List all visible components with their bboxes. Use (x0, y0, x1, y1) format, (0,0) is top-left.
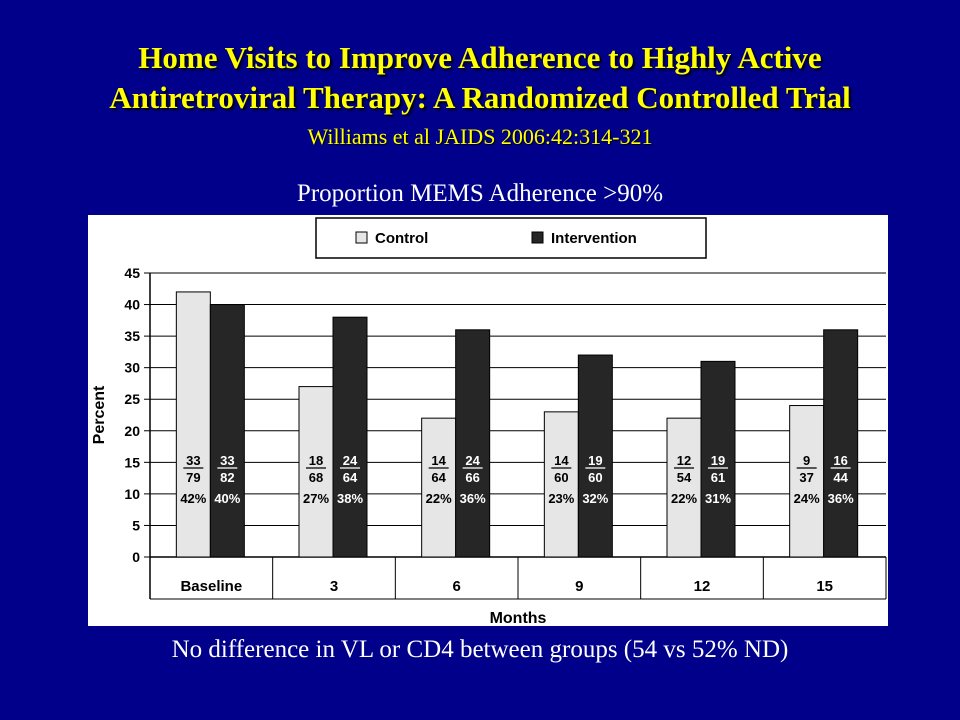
bar-total-label: 37 (799, 470, 813, 485)
bar-count-label: 19 (711, 453, 725, 468)
y-axis-title: Percent (91, 385, 108, 444)
bar-percent-label: 38% (337, 491, 363, 506)
bar-total-label: 79 (186, 470, 200, 485)
slide-title: Home Visits to Improve Adherence to High… (0, 38, 960, 118)
bar-percent-label: 42% (180, 491, 206, 506)
bar-count-label: 9 (803, 453, 810, 468)
bar-count-label: 14 (554, 453, 569, 468)
bar-percent-label: 27% (303, 491, 329, 506)
bar-total-label: 64 (343, 470, 358, 485)
control-bar (175, 291, 211, 558)
x-tick-label: 15 (816, 578, 833, 595)
bar-count-label: 33 (220, 453, 234, 468)
bar-total-label: 68 (309, 470, 323, 485)
x-tick-label: 12 (694, 578, 711, 595)
bar-percent-label: 32% (582, 491, 608, 506)
bar-total-label: 60 (588, 470, 602, 485)
bar-percent-label: 24% (794, 491, 820, 506)
x-tick-label: 9 (575, 578, 583, 595)
bar-percent-label: 22% (671, 491, 697, 506)
bar-percent-label: 36% (460, 491, 486, 506)
bar-count-label: 33 (186, 453, 200, 468)
bar-percent-label: 22% (426, 491, 452, 506)
bar-count-label: 24 (343, 453, 358, 468)
control-bar (789, 405, 825, 558)
control-bar (666, 417, 702, 558)
bar-total-label: 60 (554, 470, 568, 485)
footer-note: No difference in VL or CD4 between group… (171, 636, 789, 663)
bar-percent-label: 40% (214, 491, 240, 506)
bar-total-label: 54 (677, 470, 692, 485)
legend-swatch-intervention (531, 231, 544, 244)
y-tick-label: 30 (124, 360, 140, 376)
bar-count-label: 12 (677, 453, 691, 468)
slide-title-line-1: Home Visits to Improve Adherence to High… (138, 40, 822, 75)
chart-caption: Proportion MEMS Adherence >90% (296, 180, 664, 207)
intervention-bar (209, 304, 245, 558)
bar-total-label: 44 (833, 470, 848, 485)
bar-total-label: 61 (711, 470, 725, 485)
intervention-bar (700, 360, 736, 558)
y-tick-label: 10 (124, 486, 140, 502)
y-tick-label: 35 (124, 328, 140, 344)
legend-swatch-control (355, 231, 368, 244)
bar-percent-label: 31% (705, 491, 731, 506)
bar-chart: 051015202530354045Baseline337942%338240%… (91, 217, 887, 626)
bar-total-label: 64 (431, 470, 446, 485)
bar-count-label: 19 (588, 453, 602, 468)
chart-panel: 0 5 10 15 20 25 30 35 40 45 Baseline 33 79 42% 33 82 40%… (88, 215, 888, 626)
citation: Williams et al JAIDS 2006:42:314-321 (307, 124, 653, 149)
intervention-bar (332, 316, 368, 558)
bar-total-label: 82 (220, 470, 234, 485)
y-tick-label: 0 (132, 549, 140, 565)
legend-label-intervention: Intervention (551, 230, 637, 247)
y-tick-label: 40 (124, 297, 140, 313)
y-tick-label: 5 (132, 517, 140, 533)
slide-title-line-2: Antiretroviral Therapy: A Randomized Con… (109, 80, 851, 115)
x-axis-title: Months (490, 610, 547, 626)
y-tick-label: 25 (124, 391, 140, 407)
y-tick-label: 45 (124, 265, 140, 281)
control-bar (421, 417, 457, 558)
bar-percent-label: 36% (828, 491, 854, 506)
bar-count-label: 18 (309, 453, 323, 468)
y-tick-label: 20 (124, 423, 140, 439)
x-tick-label: 3 (330, 578, 338, 595)
x-tick-label: 6 (452, 578, 460, 595)
x-tick-label: Baseline (180, 578, 242, 595)
legend-box (315, 217, 707, 259)
y-tick-label: 15 (124, 454, 140, 470)
intervention-bar (455, 329, 491, 558)
bar-count-label: 24 (465, 453, 480, 468)
bar-total-label: 66 (465, 470, 479, 485)
legend-label-control: Control (375, 230, 428, 247)
bar-count-label: 16 (833, 453, 847, 468)
intervention-bar (823, 329, 859, 558)
intervention-bar (577, 354, 613, 558)
bar-percent-label: 23% (548, 491, 574, 506)
bar-count-label: 14 (431, 453, 446, 468)
